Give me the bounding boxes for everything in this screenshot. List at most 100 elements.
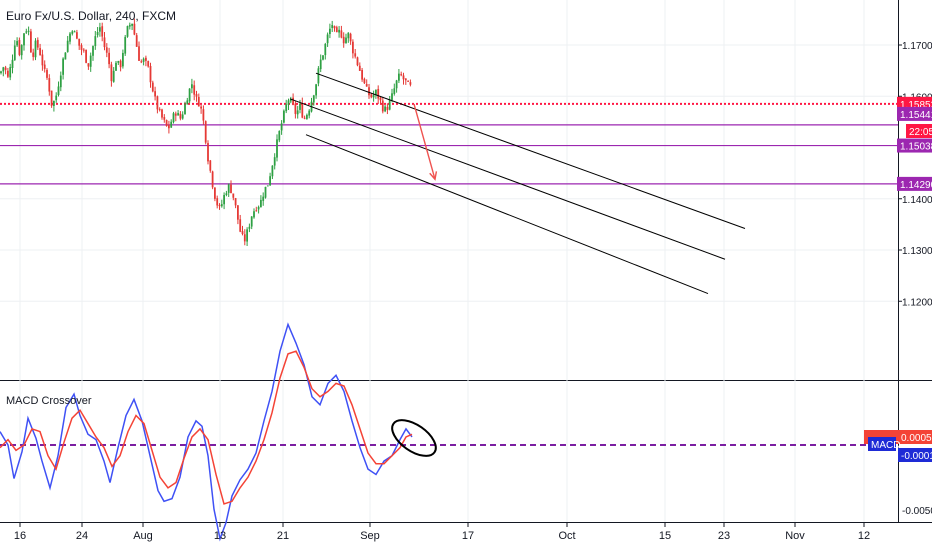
candle-body — [89, 55, 92, 67]
candle-body — [195, 94, 198, 97]
price-label-text: 22:05 — [909, 127, 932, 138]
candle-body — [299, 103, 301, 110]
candle-body — [283, 110, 285, 123]
channel-line — [305, 134, 709, 295]
candle-body — [243, 234, 246, 242]
candle-body — [322, 55, 324, 60]
candle-body — [278, 131, 281, 141]
candle-body — [375, 89, 377, 95]
candle-body — [23, 33, 25, 46]
candle-body — [354, 53, 357, 57]
candle-body — [262, 196, 265, 201]
candle-body — [370, 94, 373, 98]
x-tick-label: 16 — [14, 530, 26, 542]
candle-body — [358, 65, 361, 71]
signal-line — [0, 350, 413, 505]
candle-body — [9, 67, 12, 78]
candle-body — [87, 63, 90, 67]
candle-body — [110, 64, 113, 82]
candle-body — [216, 198, 219, 206]
candle-body — [117, 61, 120, 63]
candle-body — [285, 104, 288, 112]
macd-tick-label: -0.0050 — [902, 506, 932, 517]
candle-body — [404, 78, 407, 81]
candle-body — [119, 60, 122, 68]
candle-body — [391, 93, 393, 100]
candle-body — [184, 104, 186, 115]
x-tick-label: 21 — [277, 530, 289, 542]
candle-body — [34, 40, 37, 58]
candle-body — [147, 61, 150, 67]
candle-body — [324, 44, 327, 56]
candle-body — [186, 100, 189, 105]
price-label-text: 1.15038 — [900, 142, 932, 153]
macd-line — [0, 322, 413, 542]
signal-value-box — [898, 430, 932, 444]
arrow-head — [429, 171, 438, 181]
candle-body — [135, 35, 138, 47]
candle-body — [2, 67, 5, 72]
x-tick-label: Sep — [360, 530, 380, 542]
candle-body — [269, 176, 271, 186]
candle-body — [312, 95, 315, 103]
candle-body — [179, 113, 182, 119]
price-label-box — [897, 138, 932, 153]
price-label-box — [906, 124, 932, 138]
candle-body — [20, 45, 23, 56]
candle-body — [255, 210, 258, 212]
candle-body — [103, 37, 106, 48]
candle-body — [78, 38, 81, 46]
candle-body — [409, 82, 412, 85]
candle-body — [11, 59, 14, 68]
signal-value-text: 0.0005 — [901, 433, 932, 444]
y-tick-label: 1.13000 — [902, 246, 932, 257]
candle-body — [64, 52, 67, 60]
y-tick-label: 1.17000 — [902, 41, 932, 52]
candle-body — [191, 84, 193, 89]
candle-body — [0, 71, 2, 74]
candle-body — [193, 85, 196, 95]
x-tick-label: 23 — [718, 530, 730, 542]
candle-body — [342, 36, 345, 44]
candle-body — [48, 78, 51, 92]
candle-body — [386, 106, 389, 111]
candle-body — [122, 52, 124, 67]
candle-body — [280, 123, 283, 131]
candle-body — [308, 110, 311, 116]
candle-body — [287, 100, 290, 105]
candle-body — [151, 82, 154, 92]
candle-body — [338, 29, 340, 33]
candle-body — [372, 95, 375, 98]
candle-body — [133, 23, 136, 35]
candle-body — [220, 204, 223, 207]
candle-body — [188, 88, 191, 102]
candle-body — [289, 98, 292, 102]
candle-body — [181, 114, 184, 119]
candle-body — [393, 88, 396, 94]
candle-body — [363, 78, 366, 84]
candle-body — [55, 95, 58, 101]
candle-body — [211, 171, 214, 188]
candle-body — [18, 40, 21, 55]
candle-body — [59, 75, 62, 88]
y-tick-label: 1.14000 — [902, 195, 932, 206]
candle-body — [50, 90, 53, 106]
candle-body — [384, 106, 386, 112]
candle-body — [174, 113, 177, 116]
candle-body — [237, 205, 239, 220]
macd-badge-label: MACD — [871, 440, 900, 451]
crossover-ellipse — [391, 419, 437, 457]
candle-body — [149, 66, 152, 83]
candle-body — [331, 25, 334, 29]
macd-pane — [0, 322, 898, 542]
candle-body — [57, 86, 60, 95]
candle-body — [108, 52, 110, 65]
candle-body — [303, 117, 306, 119]
candle-body — [365, 84, 368, 87]
candle-body — [335, 27, 338, 33]
candle-body — [292, 97, 294, 105]
candle-body — [326, 34, 329, 44]
